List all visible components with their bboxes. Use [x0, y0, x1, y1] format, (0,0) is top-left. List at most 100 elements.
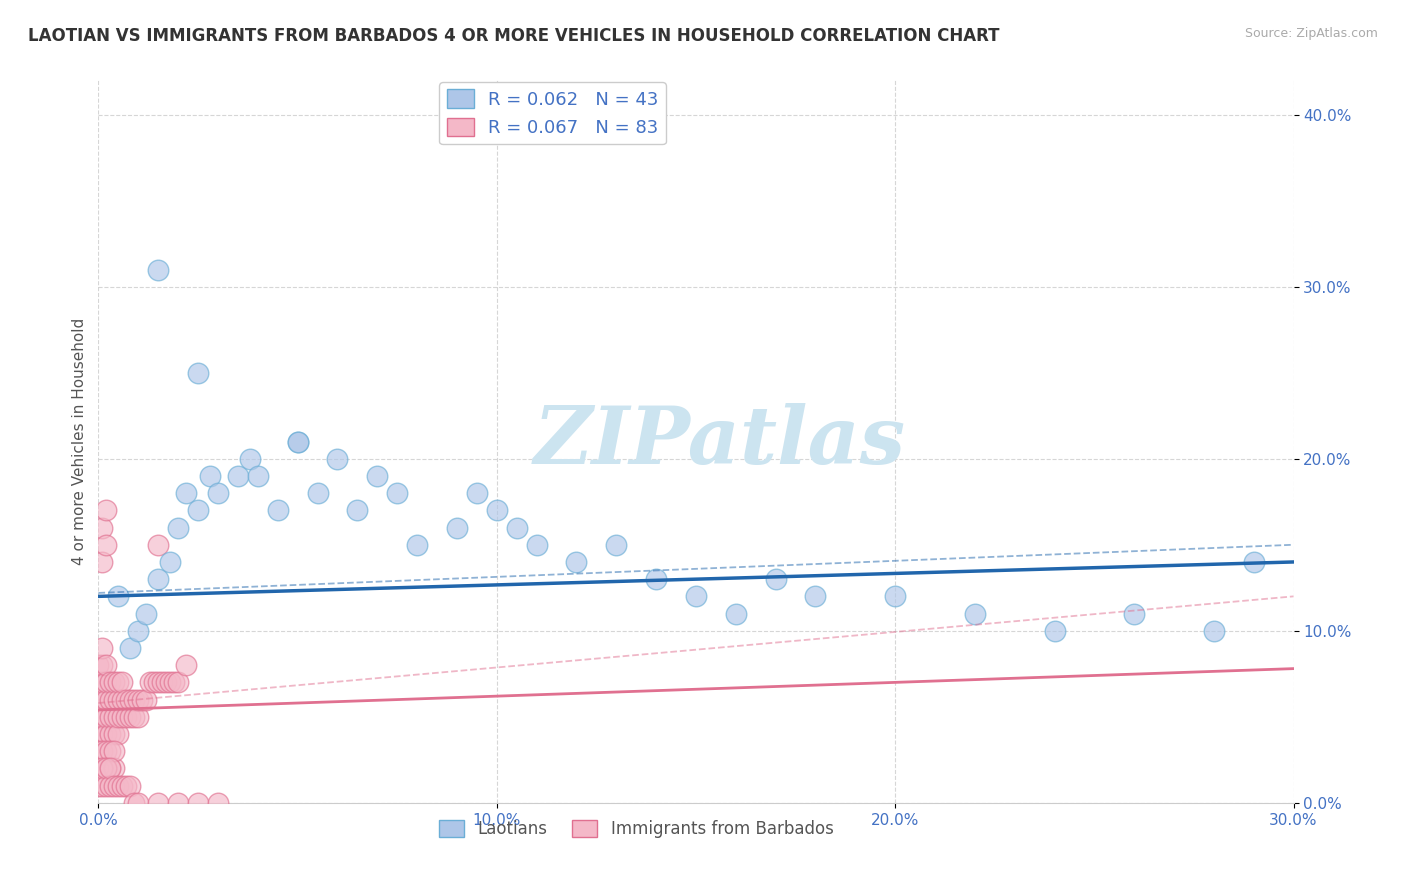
Point: [124, 692, 146, 706]
Point: [506, 520, 529, 534]
Point: [226, 469, 249, 483]
Point: [1202, 624, 1225, 638]
Point: [446, 520, 468, 534]
Point: [115, 692, 138, 706]
Point: [148, 262, 170, 277]
Point: [148, 675, 170, 690]
Point: [91, 761, 114, 775]
Point: [103, 727, 125, 741]
Point: [187, 366, 209, 380]
Point: [96, 538, 118, 552]
Point: [124, 796, 146, 810]
Point: [98, 761, 122, 775]
Point: [103, 779, 125, 793]
Point: [1043, 624, 1066, 638]
Point: [135, 607, 157, 621]
Point: [96, 658, 118, 673]
Point: [1243, 555, 1265, 569]
Point: [187, 503, 209, 517]
Point: [87, 692, 110, 706]
Point: [96, 692, 118, 706]
Point: [103, 744, 125, 758]
Point: [98, 675, 122, 690]
Point: [98, 710, 122, 724]
Point: [326, 451, 349, 466]
Point: [87, 675, 110, 690]
Point: [120, 779, 142, 793]
Point: [107, 710, 129, 724]
Point: [963, 607, 986, 621]
Point: [287, 434, 309, 449]
Point: [91, 520, 114, 534]
Point: [98, 761, 122, 775]
Point: [406, 538, 429, 552]
Point: [111, 692, 134, 706]
Point: [148, 796, 170, 810]
Point: [91, 779, 114, 793]
Point: [207, 796, 229, 810]
Point: [87, 727, 110, 741]
Point: [91, 675, 114, 690]
Point: [139, 675, 162, 690]
Point: [167, 675, 190, 690]
Point: [884, 590, 907, 604]
Point: [143, 675, 166, 690]
Point: [155, 675, 177, 690]
Point: [150, 675, 173, 690]
Point: [167, 796, 190, 810]
Point: [96, 744, 118, 758]
Point: [96, 761, 118, 775]
Point: [96, 675, 118, 690]
Point: [87, 710, 110, 724]
Text: Source: ZipAtlas.com: Source: ZipAtlas.com: [1244, 27, 1378, 40]
Point: [131, 692, 153, 706]
Point: [465, 486, 488, 500]
Point: [685, 590, 707, 604]
Point: [120, 640, 142, 655]
Point: [91, 555, 114, 569]
Point: [96, 710, 118, 724]
Point: [87, 744, 110, 758]
Text: LAOTIAN VS IMMIGRANTS FROM BARBADOS 4 OR MORE VEHICLES IN HOUSEHOLD CORRELATION : LAOTIAN VS IMMIGRANTS FROM BARBADOS 4 OR…: [28, 27, 1000, 45]
Point: [87, 658, 110, 673]
Point: [107, 779, 129, 793]
Point: [115, 779, 138, 793]
Point: [207, 486, 229, 500]
Point: [115, 710, 138, 724]
Point: [148, 538, 170, 552]
Point: [267, 503, 290, 517]
Point: [307, 486, 329, 500]
Point: [96, 503, 118, 517]
Point: [174, 658, 197, 673]
Point: [366, 469, 388, 483]
Point: [107, 675, 129, 690]
Point: [107, 692, 129, 706]
Point: [645, 572, 668, 586]
Point: [163, 675, 186, 690]
Point: [148, 572, 170, 586]
Point: [526, 538, 548, 552]
Point: [103, 710, 125, 724]
Point: [91, 658, 114, 673]
Point: [804, 590, 827, 604]
Point: [96, 779, 118, 793]
Point: [198, 469, 221, 483]
Point: [111, 710, 134, 724]
Text: ZIPatlas: ZIPatlas: [534, 403, 905, 480]
Point: [565, 555, 588, 569]
Point: [91, 710, 114, 724]
Point: [96, 727, 118, 741]
Point: [91, 744, 114, 758]
Point: [96, 761, 118, 775]
Point: [127, 796, 149, 810]
Point: [98, 744, 122, 758]
Point: [87, 779, 110, 793]
Point: [385, 486, 409, 500]
Point: [765, 572, 787, 586]
Point: [485, 503, 508, 517]
Point: [103, 675, 125, 690]
Y-axis label: 4 or more Vehicles in Household: 4 or more Vehicles in Household: [72, 318, 87, 566]
Point: [346, 503, 368, 517]
Point: [111, 675, 134, 690]
Point: [127, 624, 149, 638]
